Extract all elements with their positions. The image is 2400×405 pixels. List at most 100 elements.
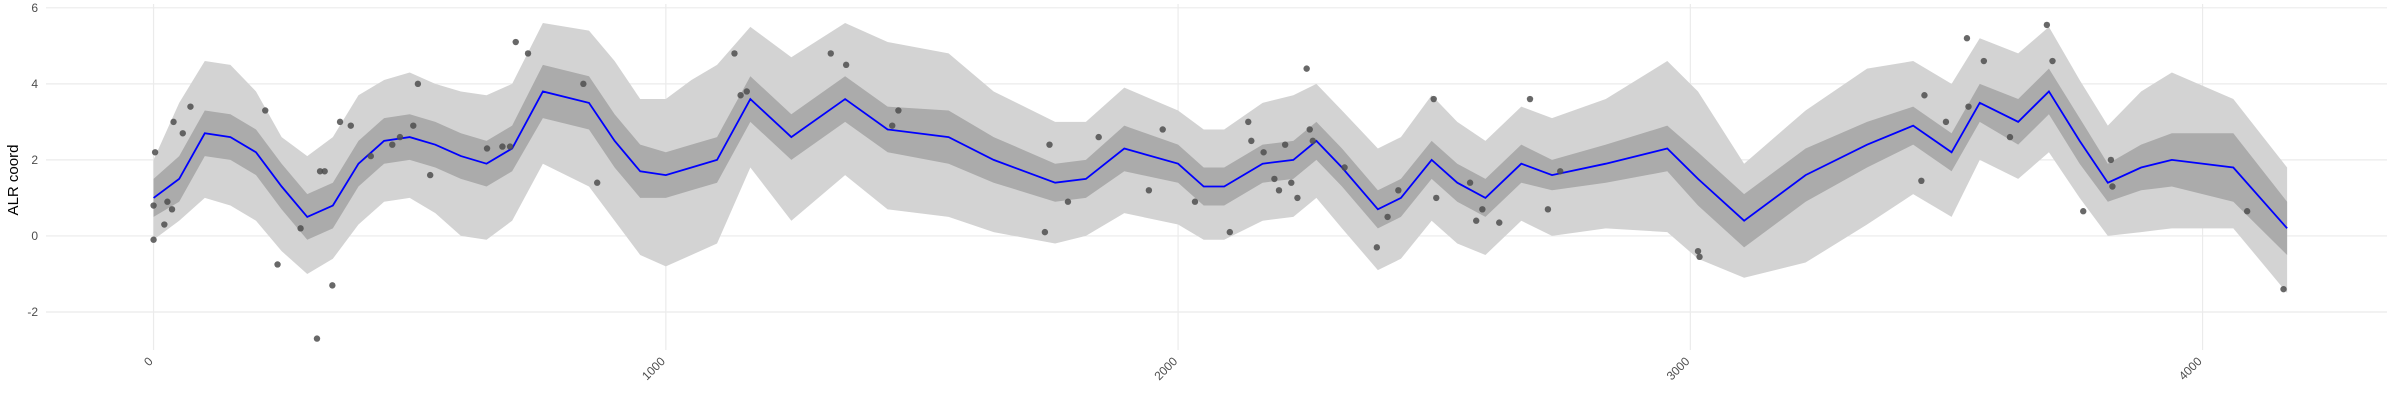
x-tick-label: 2000 [1151, 354, 1180, 383]
data-point [2280, 285, 2287, 293]
data-point [313, 335, 321, 342]
data-point [336, 118, 344, 126]
data-point [1145, 187, 1153, 194]
data-point [512, 38, 519, 46]
data-point [1473, 217, 1480, 224]
data-point [1496, 219, 1503, 226]
data-point [410, 122, 417, 129]
data-point [1041, 228, 1049, 236]
data-point [506, 143, 514, 150]
data-point [1696, 253, 1703, 261]
data-point [1260, 149, 1267, 156]
data-point [1430, 95, 1437, 103]
data-point [316, 168, 324, 175]
data-point [1479, 206, 1486, 213]
data-point [187, 103, 194, 110]
data-point [1694, 247, 1702, 255]
data-point [1309, 137, 1317, 145]
data-point [1433, 194, 1440, 202]
data-point [1963, 35, 1971, 42]
data-point [1395, 187, 1402, 194]
data-point [389, 141, 396, 148]
data-point [1281, 141, 1289, 148]
data-point [1226, 228, 1234, 236]
data-point [2243, 208, 2251, 215]
data-point [321, 168, 328, 175]
data-point [499, 143, 506, 150]
x-tick-label: 4000 [2176, 354, 2205, 383]
y-tick-label: 6 [31, 1, 38, 15]
data-point [367, 152, 374, 160]
data-point [1275, 187, 1283, 194]
data-point [150, 236, 157, 243]
data-point [179, 130, 186, 137]
data-point [1288, 179, 1295, 186]
ribbon [153, 64, 2288, 255]
data-point [2049, 57, 2056, 65]
data-point [170, 118, 177, 126]
data-point [151, 149, 159, 156]
data-point [1294, 194, 1301, 202]
data-point [737, 92, 744, 99]
data-point [2109, 183, 2116, 190]
data-point [580, 80, 587, 88]
data-point [1046, 141, 1053, 148]
y-axis-label: ALR coord [5, 145, 22, 216]
data-point [2107, 156, 2115, 164]
data-point [895, 107, 902, 114]
data-point [1064, 198, 1072, 205]
data-point [743, 88, 750, 95]
data-point [842, 61, 850, 69]
data-point [1965, 103, 1972, 110]
data-point [161, 221, 168, 228]
y-tick-label: 2 [31, 153, 38, 167]
x-tick-label: 3000 [1664, 354, 1693, 383]
data-point [1303, 65, 1310, 72]
y-tick-label: 4 [31, 77, 38, 91]
data-point [827, 50, 834, 57]
data-point [524, 50, 532, 57]
y-tick-label: 0 [31, 229, 38, 243]
y-tick-label: -2 [27, 305, 38, 319]
data-point [1191, 198, 1199, 205]
data-point [1526, 95, 1534, 103]
x-tick-label: 1000 [639, 354, 668, 383]
data-point [889, 122, 896, 129]
data-point [1373, 244, 1381, 251]
data-point [1384, 213, 1391, 221]
data-point [1980, 57, 1988, 65]
data-point [1557, 168, 1564, 175]
data-point [1159, 126, 1166, 133]
data-point [2080, 208, 2087, 215]
data-point [1095, 133, 1102, 141]
data-point [347, 122, 354, 129]
data-point [2043, 21, 2051, 29]
data-point [2006, 133, 2014, 141]
data-point [274, 261, 281, 268]
data-point [164, 198, 171, 205]
data-point [1248, 137, 1255, 145]
data-point [150, 202, 157, 209]
data-point [731, 50, 738, 57]
data-point [329, 282, 336, 289]
data-point [396, 133, 404, 141]
data-point [1942, 118, 1950, 126]
data-point [262, 107, 269, 114]
data-point [426, 171, 434, 179]
x-tick-label: 0 [141, 354, 156, 369]
data-point [168, 206, 176, 213]
data-point [1271, 175, 1278, 183]
data-point [1466, 179, 1474, 186]
data-point [1341, 164, 1348, 171]
data-point [1306, 126, 1313, 133]
data-point [414, 80, 422, 88]
data-point [1245, 118, 1252, 126]
data-point [1921, 92, 1928, 99]
data-point [483, 145, 491, 152]
data-point [593, 179, 601, 186]
data-point [1544, 206, 1552, 213]
data-point [1918, 177, 1925, 185]
data-point [297, 225, 304, 232]
